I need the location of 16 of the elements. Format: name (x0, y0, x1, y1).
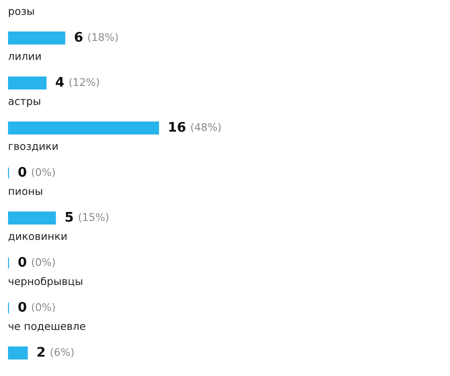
data-label: 16 (48%) (169, 122, 221, 132)
y-tick-label: че подешевле (8, 324, 86, 332)
y-tick-label: гвоздики (8, 144, 58, 152)
data-label: 2 (6%) (38, 346, 74, 358)
y-tick-label: пионы (8, 189, 42, 196)
data-label: 4 (12%) (56, 77, 99, 88)
y-tick-label: диковинки (8, 234, 66, 242)
y-tick-label: чернобрывцы (8, 276, 82, 288)
data-label: 0 (0%) (18, 166, 55, 178)
data-label: 5 (15%) (66, 212, 108, 222)
data-label: 0 (0%) (18, 302, 55, 312)
y-tick-label: розы (8, 9, 34, 18)
data-label: 6 (18%) (74, 32, 118, 42)
y-tick-label: астры (8, 99, 40, 108)
y-tick-label: лилии (8, 54, 41, 60)
data-label: 0 (0%) (18, 256, 55, 268)
